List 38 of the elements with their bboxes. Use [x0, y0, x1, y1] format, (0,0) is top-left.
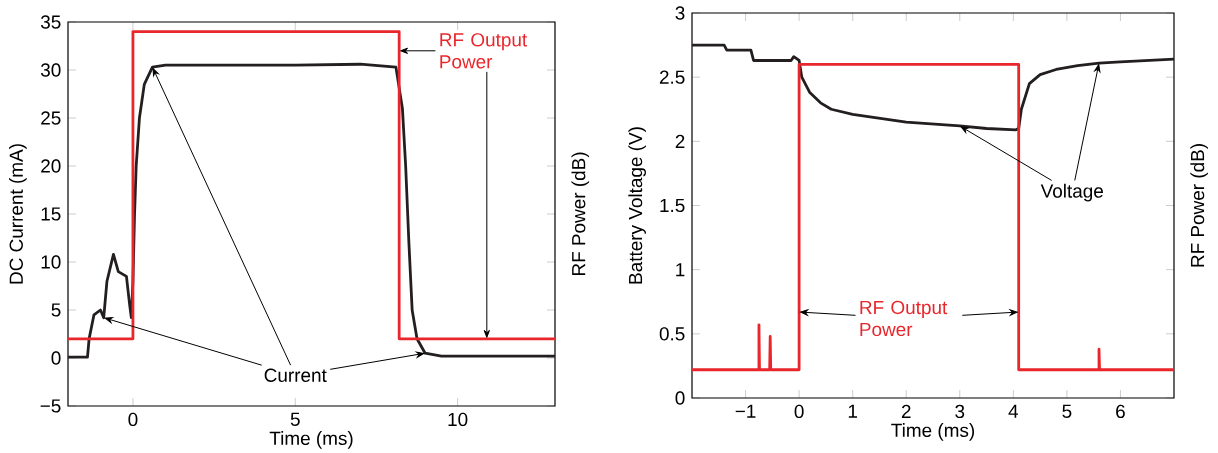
y-tick-label: 10: [41, 255, 61, 269]
y-tick-label: 3: [675, 6, 685, 20]
y-axis-title: DC Current (mA): [9, 144, 27, 284]
line-series: [690, 62, 1176, 372]
y2-axis-title: RF Power (dB): [571, 152, 590, 276]
y-tick-label: 1.5: [660, 198, 685, 213]
y-tick-label: 1: [676, 263, 685, 277]
y-tick-label: 5: [51, 303, 61, 317]
y-tick-label: 0: [675, 391, 685, 405]
annotation: RF Output Power: [860, 300, 948, 337]
x-tick-label: 5: [290, 412, 300, 426]
annotation: RF Output Power: [440, 33, 528, 69]
x-tick-label: 1: [848, 404, 857, 418]
x-tick-label: 3: [955, 404, 965, 419]
y-tick-label: 30: [40, 63, 61, 77]
x-tick-label: 0: [128, 412, 138, 427]
x-tick-label: −1: [735, 404, 756, 418]
y-tick-label: 25: [41, 111, 61, 125]
x-axis-title: Time (ms): [891, 423, 975, 441]
x-tick-label: 0: [794, 404, 804, 419]
y-tick-label: 2: [675, 134, 685, 148]
y-tick-label: 2.5: [659, 70, 685, 84]
annotation: Voltage: [1040, 183, 1103, 202]
y-tick-label: 0.5: [659, 327, 685, 341]
x-tick-label: 4: [1008, 404, 1019, 418]
y-tick-label: −5: [40, 399, 61, 413]
y-tick-label: 0: [51, 351, 61, 365]
y2-axis-title: RF Power (dB): [1190, 144, 1208, 267]
x-tick-label: 5: [1062, 404, 1072, 418]
y-tick-label: 15: [41, 207, 61, 221]
y-tick-label: 20: [41, 159, 61, 173]
x-axis-title: Time (ms): [269, 431, 353, 449]
y-axis-title: Battery Voltage (V): [628, 127, 646, 284]
y-tick-label: 35: [40, 15, 61, 29]
x-tick-label: 2: [901, 404, 911, 418]
x-tick-label: 6: [1116, 404, 1125, 419]
x-tick-label: 10: [448, 412, 468, 427]
annotation: Current: [264, 368, 327, 382]
